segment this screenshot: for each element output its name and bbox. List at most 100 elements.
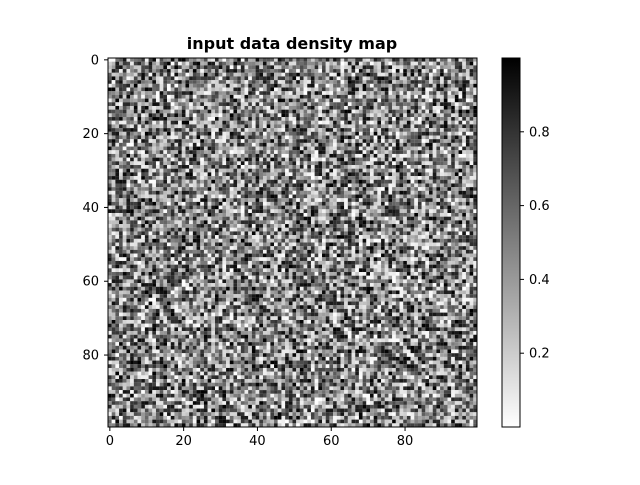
heatmap-cell: [414, 98, 419, 103]
heatmap-cell: [159, 109, 164, 114]
heatmap-cell: [141, 76, 145, 81]
heatmap-cell: [237, 91, 241, 95]
heatmap-cell: [303, 220, 308, 225]
heatmap-cell: [277, 183, 282, 188]
heatmap-cell: [259, 183, 264, 188]
heatmap-cell: [351, 80, 356, 84]
heatmap-cell: [215, 113, 219, 118]
heatmap-cell: [469, 113, 474, 118]
heatmap-cell: [414, 146, 419, 151]
heatmap-cell: [222, 235, 227, 239]
heatmap-cell: [425, 98, 430, 103]
heatmap-cell: [369, 61, 374, 66]
heatmap-cell: [167, 179, 171, 184]
heatmap-cell: [381, 94, 385, 99]
heatmap-cell: [274, 216, 278, 221]
heatmap-cell: [318, 61, 323, 66]
heatmap-cell: [451, 109, 455, 114]
heatmap-cell: [362, 69, 367, 73]
heatmap-cell: [465, 87, 470, 92]
heatmap-cell: [211, 61, 216, 66]
heatmap-cell: [174, 224, 179, 228]
heatmap-cell: [458, 65, 463, 70]
heatmap-cell: [122, 117, 127, 121]
heatmap-cell: [443, 216, 448, 221]
heatmap-cell: [111, 131, 116, 136]
heatmap-cell: [137, 176, 142, 180]
heatmap-cell: [233, 165, 238, 169]
heatmap-cell: [410, 142, 415, 147]
heatmap-cell: [384, 224, 389, 228]
heatmap-cell: [270, 201, 275, 206]
heatmap-cell: [447, 76, 452, 81]
heatmap-cell: [126, 58, 131, 62]
heatmap-cell: [336, 190, 341, 195]
heatmap-cell: [200, 179, 204, 184]
heatmap-cell: [329, 216, 334, 221]
heatmap-cell: [229, 179, 234, 184]
heatmap-cell: [406, 205, 411, 210]
heatmap-cell: [174, 238, 179, 243]
heatmap-cell: [141, 194, 145, 199]
heatmap-cell: [133, 135, 138, 140]
heatmap-cell: [255, 216, 260, 221]
heatmap-cell: [144, 117, 149, 121]
heatmap-cell: [417, 72, 422, 77]
heatmap-cell: [436, 76, 441, 81]
heatmap-cell: [274, 212, 278, 217]
heatmap-cell: [473, 69, 478, 73]
heatmap-cell: [388, 113, 393, 118]
heatmap-cell: [244, 231, 249, 236]
heatmap-cell: [336, 201, 341, 206]
heatmap-cell: [440, 212, 444, 217]
heatmap-cell: [141, 91, 145, 95]
heatmap-cell: [399, 161, 404, 166]
heatmap-cell: [421, 120, 426, 125]
heatmap-cell: [329, 172, 334, 177]
heatmap-cell: [373, 161, 378, 166]
heatmap-cell: [362, 80, 367, 84]
heatmap-cell: [469, 183, 474, 188]
heatmap-cell: [237, 157, 241, 162]
heatmap-cell: [403, 113, 407, 118]
heatmap-cell: [122, 69, 127, 73]
heatmap-cell: [296, 139, 300, 143]
heatmap-cell: [122, 135, 127, 140]
heatmap-cell: [395, 76, 400, 81]
heatmap-cell: [436, 183, 441, 188]
heatmap-cell: [170, 146, 175, 151]
heatmap-cell: [240, 109, 245, 114]
heatmap-cell: [211, 205, 216, 210]
heatmap-cell: [333, 238, 337, 243]
heatmap-cell: [329, 205, 334, 210]
heatmap-cell: [262, 61, 267, 66]
heatmap-cell: [392, 117, 396, 121]
heatmap-cell: [185, 58, 190, 62]
heatmap-cell: [285, 165, 289, 169]
heatmap-cell: [369, 135, 374, 140]
heatmap-cell: [358, 165, 363, 169]
heatmap-cell: [122, 94, 127, 99]
heatmap-cell: [181, 83, 186, 88]
heatmap-cell: [421, 87, 426, 92]
heatmap-cell: [207, 220, 212, 225]
heatmap-cell: [233, 146, 238, 151]
heatmap-cell: [222, 209, 227, 214]
heatmap-cell: [384, 146, 389, 151]
heatmap-cell: [288, 120, 293, 125]
heatmap-cell: [222, 216, 227, 221]
heatmap-cell: [443, 105, 448, 110]
heatmap-cell: [344, 131, 348, 136]
heatmap-cell: [410, 113, 415, 118]
heatmap-cell: [226, 220, 230, 225]
heatmap-cell: [226, 124, 230, 129]
heatmap-cell: [384, 238, 389, 243]
heatmap-cell: [178, 61, 182, 66]
heatmap-cell: [115, 150, 120, 154]
heatmap-cell: [152, 187, 157, 191]
heatmap-cell: [403, 124, 407, 129]
heatmap-cell: [111, 220, 116, 225]
heatmap-cell: [469, 124, 474, 129]
heatmap-cell: [440, 135, 444, 140]
heatmap-cell: [388, 105, 393, 110]
